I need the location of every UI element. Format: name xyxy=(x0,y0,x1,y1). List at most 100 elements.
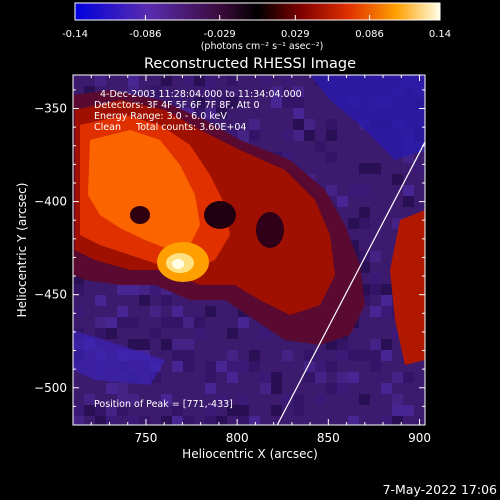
image-pixel xyxy=(194,328,205,339)
image-pixel xyxy=(348,218,359,229)
image-pixel xyxy=(337,339,348,350)
image-pixel xyxy=(95,328,106,339)
image-pixel xyxy=(117,306,128,317)
image-pixel xyxy=(370,251,381,262)
image-pixel xyxy=(326,152,337,163)
image-pixel xyxy=(205,405,216,416)
image-pixel xyxy=(359,295,370,306)
image-pixel xyxy=(282,152,293,163)
image-pixel xyxy=(106,328,117,339)
colorbar-tick-label: 0.086 xyxy=(355,29,384,40)
image-pixel xyxy=(403,405,414,416)
image-pixel xyxy=(337,196,348,207)
x-axis-label: Heliocentric X (arcsec) xyxy=(182,447,318,461)
dark-pocket xyxy=(130,206,150,224)
annotation-time-range: 4-Dec-2003 11:28:04.000 to 11:34:04.000 xyxy=(100,89,302,100)
x-tick-label: 900 xyxy=(408,431,431,445)
image-pixel xyxy=(117,284,128,295)
image-pixel xyxy=(370,361,381,372)
image-pixel xyxy=(84,86,95,97)
colorbar-units-label: (photons cm⁻² s⁻¹ asec⁻²) xyxy=(201,41,324,52)
colorbar-tick-label: -0.029 xyxy=(204,29,236,40)
image-pixel xyxy=(392,372,403,383)
image-pixel xyxy=(172,405,183,416)
image-pixel xyxy=(348,350,359,361)
image-pixel xyxy=(304,119,315,130)
image-pixel xyxy=(381,284,392,295)
footer-date: 7-May-2022 17:06 xyxy=(383,482,497,497)
image-pixel xyxy=(260,383,271,394)
image-pixel xyxy=(326,185,337,196)
image-pixel xyxy=(315,394,326,405)
image-pixel xyxy=(326,119,337,130)
image-pixel xyxy=(370,339,381,350)
image-pixel xyxy=(293,97,304,108)
image-pixel xyxy=(172,339,183,350)
image-pixel xyxy=(227,130,238,141)
image-pixel xyxy=(348,372,359,383)
image-pixel xyxy=(117,383,128,394)
y-axis: −350 −400 −450 −500 xyxy=(34,89,425,407)
image-pixel xyxy=(326,339,337,350)
image-pixel xyxy=(227,405,238,416)
colorbar-frame xyxy=(74,2,441,21)
image-pixel xyxy=(139,295,150,306)
image-pixel xyxy=(205,416,216,425)
image-pixel xyxy=(315,372,326,383)
y-axis-label: Heliocentric Y (arcsec) xyxy=(15,183,29,318)
solar-limb-line xyxy=(276,141,425,425)
image-pixel xyxy=(106,416,117,425)
image-pixel xyxy=(216,416,227,425)
image-pixel xyxy=(128,284,139,295)
image-pixel xyxy=(128,86,139,97)
image-pixel xyxy=(238,130,249,141)
image-pixel xyxy=(194,317,205,328)
colorbar: -0.14 -0.086 -0.029 0.029 0.086 0.14 (photons… xyxy=(62,2,451,52)
image-pixel xyxy=(238,416,249,425)
image-pixel xyxy=(139,284,150,295)
image-pixel xyxy=(183,75,194,86)
y-tick-label: −350 xyxy=(34,102,67,116)
image-pixel xyxy=(381,306,392,317)
image-pixel xyxy=(73,306,84,317)
image-pixel xyxy=(249,350,260,361)
image-pixel xyxy=(282,130,293,141)
image-pixel xyxy=(238,361,249,372)
image-pixel xyxy=(359,350,370,361)
image-pixel xyxy=(392,394,403,405)
image-pixel xyxy=(172,317,183,328)
image-pixel xyxy=(260,372,271,383)
image-pixel xyxy=(381,295,392,306)
image-pixel xyxy=(161,75,172,86)
image-pixel xyxy=(161,416,172,425)
right-edge-flare xyxy=(390,210,425,365)
image-pixel xyxy=(359,262,370,273)
image-pixel xyxy=(73,284,84,295)
image-pixel xyxy=(403,152,414,163)
image-pixel xyxy=(161,339,172,350)
image-pixel xyxy=(293,405,304,416)
image-pixel xyxy=(238,394,249,405)
x-tick-label: 800 xyxy=(226,431,249,445)
image-pixel xyxy=(172,350,183,361)
image-pixel xyxy=(337,383,348,394)
image-pixel xyxy=(249,416,260,425)
image-pixel xyxy=(194,97,205,108)
image-pixel xyxy=(183,350,194,361)
x-tick-label: 750 xyxy=(135,431,158,445)
image-pixel xyxy=(293,86,304,97)
image-pixel xyxy=(227,361,238,372)
image-pixel xyxy=(172,361,183,372)
image-pixel xyxy=(293,108,304,119)
image-pixel xyxy=(106,383,117,394)
image-pixel xyxy=(117,394,128,405)
image-pixel xyxy=(161,317,172,328)
image-pixel xyxy=(172,416,183,425)
image-pixel xyxy=(216,394,227,405)
image-pixel xyxy=(381,339,392,350)
image-pixel xyxy=(249,130,260,141)
image-pixel xyxy=(95,416,106,425)
image-pixel xyxy=(370,284,381,295)
image-pixel xyxy=(381,350,392,361)
